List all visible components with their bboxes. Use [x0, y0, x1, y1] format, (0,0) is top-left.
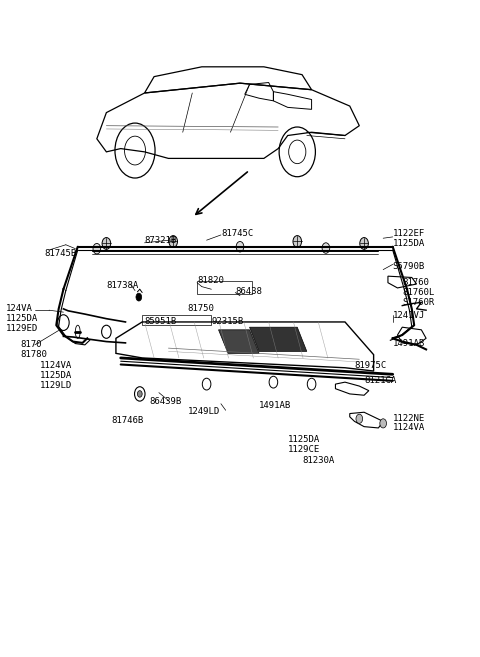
Text: 81738A: 81738A	[107, 281, 139, 290]
Text: 1249LD: 1249LD	[188, 407, 220, 416]
Bar	[142, 315, 211, 325]
Text: 87321B: 87321B	[144, 236, 177, 244]
Circle shape	[293, 236, 301, 248]
Text: 1124VA: 1124VA	[39, 361, 72, 371]
Text: S5790B: S5790B	[393, 262, 425, 271]
Text: 81750: 81750	[188, 304, 215, 313]
Text: 1491AB: 1491AB	[393, 339, 425, 348]
Text: 124VA: 124VA	[6, 304, 33, 313]
Text: 81745B: 81745B	[44, 249, 77, 258]
Text: 85951B: 85951B	[144, 317, 177, 327]
Text: 86438: 86438	[235, 286, 262, 296]
Text: 8121CA: 8121CA	[364, 376, 396, 386]
Circle shape	[356, 414, 363, 423]
Text: 81745C: 81745C	[221, 229, 253, 238]
Bar	[197, 281, 252, 294]
Text: 81820: 81820	[197, 276, 224, 285]
Circle shape	[169, 236, 178, 248]
Text: 1129ED: 1129ED	[6, 324, 38, 333]
Circle shape	[136, 293, 142, 301]
Circle shape	[236, 242, 244, 252]
Text: 1129CE: 1129CE	[288, 445, 320, 454]
Text: 92315B: 92315B	[211, 317, 244, 327]
Text: 1491AB: 1491AB	[259, 401, 291, 409]
Circle shape	[360, 238, 368, 250]
Polygon shape	[250, 327, 307, 351]
Circle shape	[102, 238, 111, 250]
Text: 86439B: 86439B	[149, 397, 181, 406]
Text: 81746B: 81746B	[111, 416, 144, 424]
Text: 81975C: 81975C	[355, 361, 387, 371]
Text: 81760: 81760	[402, 278, 429, 287]
Text: 1241VJ: 1241VJ	[393, 311, 425, 320]
Polygon shape	[218, 330, 259, 353]
Text: 81760L: 81760L	[402, 288, 434, 297]
Text: 1125DA: 1125DA	[288, 435, 320, 444]
Text: 1122NE: 1122NE	[393, 414, 425, 422]
Text: 1125DA: 1125DA	[39, 371, 72, 380]
Text: 1124VA: 1124VA	[393, 424, 425, 432]
Text: 81780: 81780	[21, 350, 48, 359]
Circle shape	[380, 419, 386, 428]
Text: 1125DA: 1125DA	[393, 239, 425, 248]
Text: 1122EF: 1122EF	[393, 229, 425, 238]
Circle shape	[322, 243, 330, 253]
Text: S1760R: S1760R	[402, 298, 434, 307]
Text: 1125DA: 1125DA	[6, 314, 38, 323]
Text: 1129LD: 1129LD	[39, 381, 72, 390]
Circle shape	[137, 391, 142, 397]
Circle shape	[93, 244, 101, 254]
Text: 81230A: 81230A	[302, 456, 334, 465]
Text: 8170: 8170	[21, 340, 42, 349]
